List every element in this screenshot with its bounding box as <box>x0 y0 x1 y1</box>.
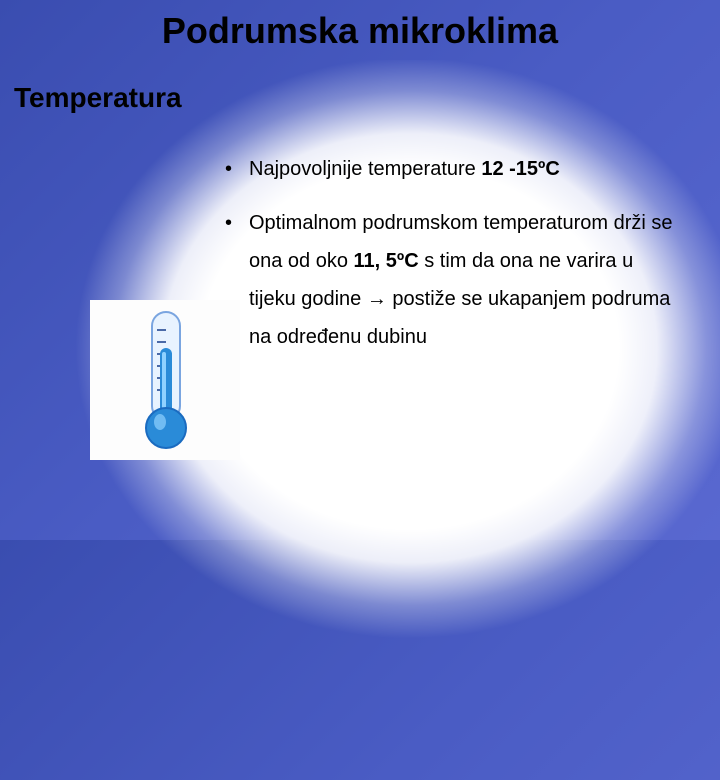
slide-title: Podrumska mikroklima <box>0 10 720 52</box>
bullet-1: Najpovoljnije temperature 12 -15ºC <box>225 150 675 188</box>
thermo-fluid-highlight <box>162 352 166 412</box>
bullet-1-text: Najpovoljnije temperature <box>249 158 481 180</box>
bullet-2-bold: 11, 5ºC <box>354 250 419 272</box>
thermo-bulb-shine <box>154 414 166 430</box>
thermometer-container <box>90 300 240 460</box>
bullet-2: Optimalnom podrumskom temperaturom drži … <box>225 204 675 356</box>
content-area: Najpovoljnije temperature 12 -15ºC Optim… <box>225 150 675 372</box>
slide-subtitle: Temperatura <box>14 82 182 114</box>
thermometer-icon <box>138 308 194 452</box>
bullet-1-bold: 12 -15ºC <box>481 158 559 180</box>
